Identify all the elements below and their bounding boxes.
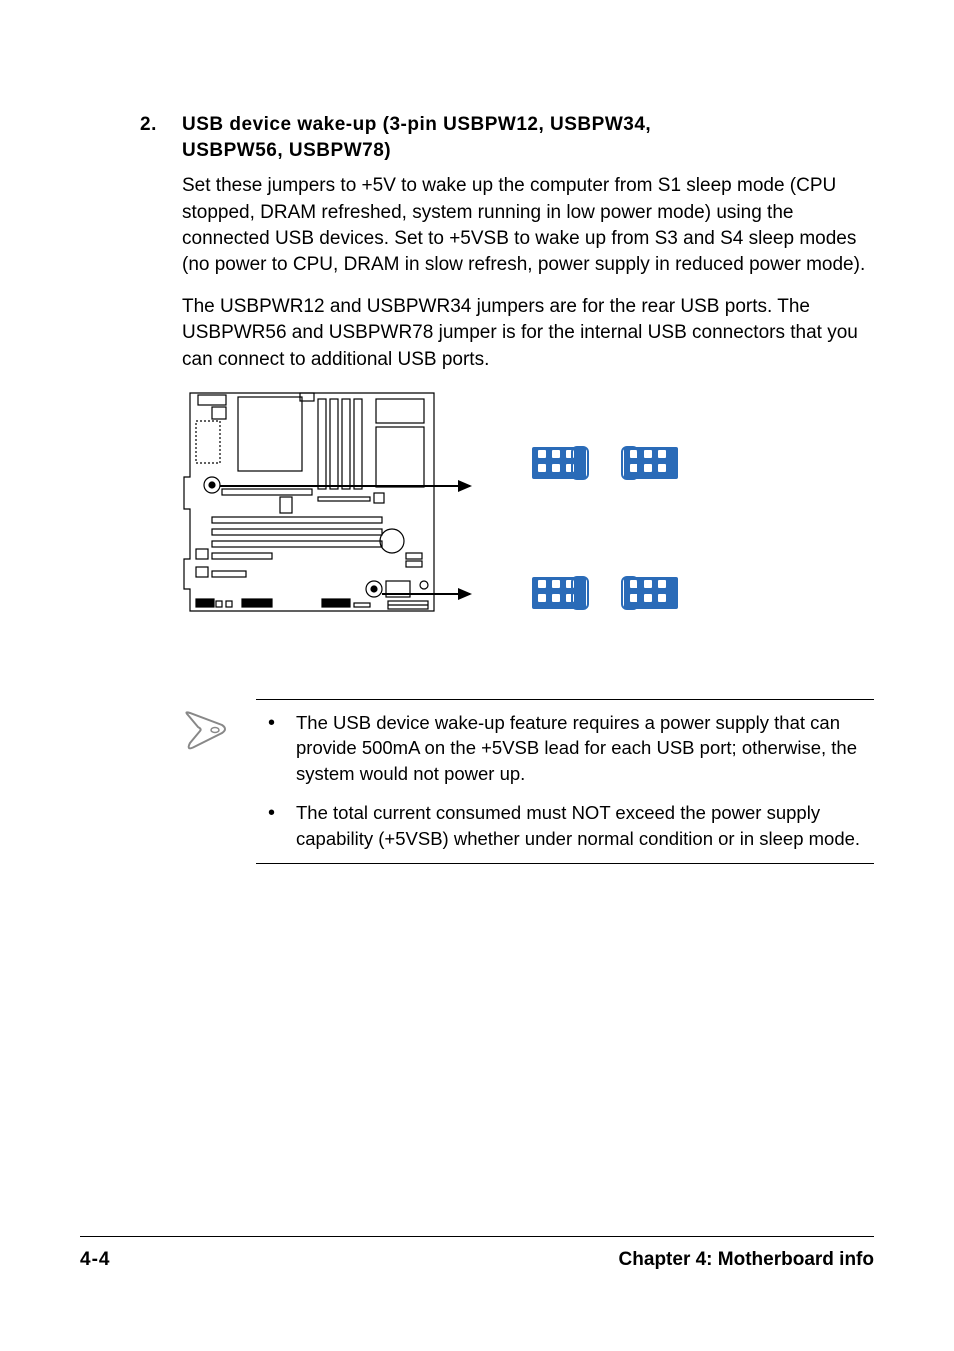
section-title-line2: USBPW56, USBPW78) <box>182 140 391 161</box>
jumper-bot-5vsb <box>624 577 678 609</box>
paragraph-2: The USBPWR12 and USBPWR34 jumpers are fo… <box>182 294 874 373</box>
jumper-diagram <box>182 389 874 639</box>
page-footer: 4-4 Chapter 4: Motherboard info <box>80 1236 874 1271</box>
arrow-bottom <box>382 593 470 595</box>
section-title-line1: USB device wake-up (3-pin USBPW12, USBPW… <box>182 114 651 135</box>
note-item-1: The USB device wake-up feature requires … <box>256 710 874 787</box>
jumper-bot-5v <box>532 577 586 609</box>
jumper-top-5v <box>532 447 586 479</box>
motherboard-schematic <box>182 389 442 624</box>
note-content: The USB device wake-up feature requires … <box>256 699 874 865</box>
jumper-top-5vsb <box>624 447 678 479</box>
section-title: USB device wake-up (3-pin USBPW12, USBPW… <box>182 112 874 163</box>
paragraph-1: Set these jumpers to +5V to wake up the … <box>182 173 874 278</box>
arrow-top <box>220 485 470 487</box>
note-icon <box>182 709 232 758</box>
note-block: The USB device wake-up feature requires … <box>182 699 874 865</box>
note-item-2: The total current consumed must NOT exce… <box>256 800 874 851</box>
section-number: 2. <box>140 112 182 163</box>
chapter-label: Chapter 4: Motherboard info <box>619 1249 874 1271</box>
section-heading: 2. USB device wake-up (3-pin USBPW12, US… <box>140 112 874 163</box>
page-number: 4-4 <box>80 1249 110 1271</box>
